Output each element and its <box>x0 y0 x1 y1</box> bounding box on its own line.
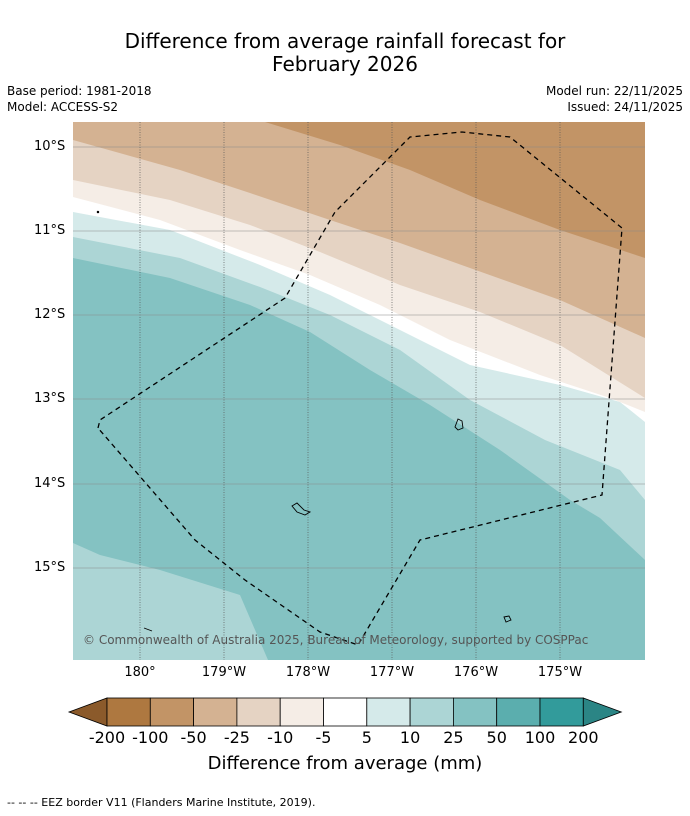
legend-tick-label: -50 <box>180 728 207 747</box>
lat-label: 10°S <box>34 139 66 154</box>
title-line-2: February 2026 <box>272 52 418 76</box>
title-line-1: Difference from average rainfall forecas… <box>124 29 566 53</box>
eez-border <box>97 131 623 646</box>
issued-date: Issued: 24/11/2025 <box>567 100 683 114</box>
legend-tick-label: -100 <box>132 728 169 747</box>
model-run: Model run: 22/11/2025 <box>545 84 683 98</box>
legend-tick-label: 200 <box>568 728 599 747</box>
zone-fill-25 <box>73 543 268 660</box>
legend-arrow-low <box>67 697 108 727</box>
base-period: Base period: 1981-2018 <box>7 84 152 98</box>
legend-title: Difference from average (mm) <box>207 753 483 774</box>
map-title: Difference from average rainfall forecas… <box>0 30 690 76</box>
grid-lines <box>73 122 645 660</box>
island-shape <box>96 210 100 214</box>
legend-cell <box>236 697 281 727</box>
island-shape <box>291 502 312 516</box>
legend-tick-label: 5 <box>361 728 372 747</box>
legend-tick-label: 10 <box>399 728 421 747</box>
legend-cell <box>279 697 324 727</box>
lat-label: 13°S <box>34 391 66 406</box>
legend-cell <box>149 697 195 727</box>
lat-label: 14°S <box>34 476 66 491</box>
lon-label: 175°W <box>537 665 583 680</box>
legend-tick-label: -25 <box>223 728 250 747</box>
lon-label: 179°W <box>201 665 247 680</box>
lon-label: 180° <box>124 665 156 680</box>
legend-tick-label: -200 <box>88 728 126 747</box>
legend-arrow-high <box>582 697 623 727</box>
legend-cell <box>366 697 411 727</box>
legend-cell <box>452 697 498 727</box>
base-info: Base period: 1981-2018 Model: ACCESS-S2 <box>7 83 152 115</box>
lat-label: 11°S <box>34 223 66 238</box>
legend-cells <box>67 697 623 727</box>
legend-cell <box>539 697 584 727</box>
islands <box>96 210 512 632</box>
legend-tick-label: -5 <box>315 728 332 747</box>
run-info: Model run: 22/11/2025 Issued: 24/11/2025 <box>546 83 683 115</box>
model-name: Model: ACCESS-S2 <box>7 100 119 114</box>
lon-label: 178°W <box>285 665 331 680</box>
legend-cell <box>409 697 454 727</box>
lon-label: 176°W <box>453 665 499 680</box>
legend-cell <box>106 697 151 727</box>
zone-fill-minus-100 <box>265 122 645 258</box>
lat-label: 12°S <box>34 307 66 322</box>
island-shape <box>143 627 153 632</box>
legend-tick-label: 50 <box>486 728 507 747</box>
copyright-notice: © Commonwealth of Australia 2025, Bureau… <box>83 633 589 647</box>
eez-footnote: -- -- -- EEZ border V11 (Flanders Marine… <box>7 796 316 809</box>
lat-label: 15°S <box>34 560 66 575</box>
legend-cell <box>496 697 541 727</box>
legend-cell <box>323 697 368 727</box>
island-shape <box>454 418 464 431</box>
legend-tick-label: 25 <box>443 728 464 747</box>
legend-tick-label: 100 <box>524 728 556 747</box>
island-shape <box>503 615 512 623</box>
legend-cell <box>193 697 238 727</box>
legend-tick-label: -10 <box>267 728 294 747</box>
lon-label: 177°W <box>369 665 415 680</box>
